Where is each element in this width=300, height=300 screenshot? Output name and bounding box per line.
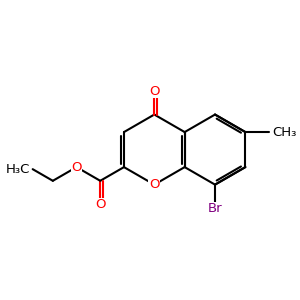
Text: Br: Br (208, 202, 222, 215)
Text: O: O (149, 85, 160, 98)
Text: O: O (95, 198, 106, 212)
Text: O: O (149, 178, 160, 191)
Text: H₃C: H₃C (6, 163, 30, 176)
Text: O: O (71, 160, 82, 174)
Text: CH₃: CH₃ (272, 126, 297, 139)
